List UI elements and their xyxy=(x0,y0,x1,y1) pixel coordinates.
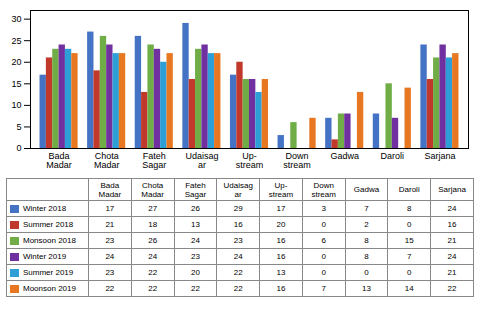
html-text:26: 26 xyxy=(191,204,200,213)
html-text:Fateh Sagar: Fateh Sagar xyxy=(184,180,207,199)
html-text:16: 16 xyxy=(276,284,286,293)
svg-text:15: 15 xyxy=(11,79,21,89)
html-text:0: 0 xyxy=(407,220,412,229)
html-text:Up- stream: Up- stream xyxy=(268,180,294,199)
svg-text:Sarjana: Sarjana xyxy=(424,151,455,161)
html-text:2: 2 xyxy=(364,220,369,229)
html-text:24: 24 xyxy=(191,236,200,245)
html-text:Udaisag ar: Udaisag ar xyxy=(223,180,253,199)
html-text:7: 7 xyxy=(321,284,326,293)
html-text:13: 13 xyxy=(191,220,200,229)
html-text:16: 16 xyxy=(276,252,286,261)
html-text:17: 17 xyxy=(276,204,286,213)
svg-text:Up-stream: Up-stream xyxy=(236,151,264,170)
svg-text:10: 10 xyxy=(11,100,21,110)
html-text:16: 16 xyxy=(233,220,243,229)
svg-text:Daroli: Daroli xyxy=(381,151,405,161)
html-text:Monsoon 2018: Monsoon 2018 xyxy=(23,236,76,245)
html-text:29: 29 xyxy=(233,204,243,213)
html-text:0: 0 xyxy=(321,252,326,261)
html-text:24: 24 xyxy=(447,252,457,261)
html-text:Chota Madar: Chota Madar xyxy=(141,180,164,199)
html-text:7: 7 xyxy=(407,252,412,261)
html-text:24: 24 xyxy=(105,252,115,261)
html-text:Winter 2019: Winter 2019 xyxy=(23,252,67,261)
html-text:21: 21 xyxy=(447,236,457,245)
html-text:0: 0 xyxy=(321,268,326,277)
html-text:Summer 2018: Summer 2018 xyxy=(23,220,74,229)
html-text:13: 13 xyxy=(276,268,286,277)
svg-text:25: 25 xyxy=(11,36,21,46)
html-text:26: 26 xyxy=(148,236,158,245)
svg-text:BadaMadar: BadaMadar xyxy=(46,151,72,170)
html-text:16: 16 xyxy=(447,220,457,229)
svg-text:0: 0 xyxy=(16,143,21,153)
html-text:8: 8 xyxy=(364,236,369,245)
html-text:27: 27 xyxy=(148,204,158,213)
html-text:Gadwa: Gadwa xyxy=(353,185,380,194)
svg-text:FatehSagar: FatehSagar xyxy=(142,151,166,170)
html-text:18: 18 xyxy=(148,220,158,229)
html-text:6: 6 xyxy=(321,236,326,245)
html-text:17: 17 xyxy=(105,204,115,213)
html-text:24: 24 xyxy=(148,252,158,261)
html-text:Summer 2019: Summer 2019 xyxy=(23,268,74,277)
html-text:8: 8 xyxy=(364,252,369,261)
html-text:24: 24 xyxy=(233,252,243,261)
html-text:21: 21 xyxy=(105,220,115,229)
html-text:21: 21 xyxy=(447,268,457,277)
html-text:Sarjana: Sarjana xyxy=(438,185,466,194)
html-text:22: 22 xyxy=(233,268,243,277)
svg-text:ChotaMadar: ChotaMadar xyxy=(94,151,120,170)
html-text:13: 13 xyxy=(362,284,371,293)
html-text:23: 23 xyxy=(105,268,115,277)
html-text:Winter 2018: Winter 2018 xyxy=(23,204,67,213)
html-text:22: 22 xyxy=(447,284,457,293)
svg-text:Gadwa: Gadwa xyxy=(330,151,359,161)
html-text:0: 0 xyxy=(364,268,369,277)
html-text:Daroli: Daroli xyxy=(398,185,420,194)
html-text:0: 0 xyxy=(321,220,326,229)
html-text:0: 0 xyxy=(407,268,412,277)
svg-text:20: 20 xyxy=(11,57,21,67)
html-text:22: 22 xyxy=(191,284,200,293)
html-text:Moonson 2019: Moonson 2019 xyxy=(23,284,76,293)
html-text:20: 20 xyxy=(276,220,286,229)
html-text:22: 22 xyxy=(233,284,243,293)
html-text:23: 23 xyxy=(105,236,115,245)
html-text:Bada Madar: Bada Madar xyxy=(98,180,122,199)
html-text:8: 8 xyxy=(407,204,412,213)
html-text:16: 16 xyxy=(276,236,286,245)
html-text:14: 14 xyxy=(404,284,414,293)
svg-text:Downstream: Downstream xyxy=(283,151,311,170)
svg-text:5: 5 xyxy=(16,122,21,132)
html-text:3: 3 xyxy=(321,204,326,213)
html-text:23: 23 xyxy=(233,236,243,245)
html-text:22: 22 xyxy=(148,284,158,293)
html-text:Down stream: Down stream xyxy=(311,180,336,199)
html-text:22: 22 xyxy=(148,268,158,277)
svg-text:30: 30 xyxy=(11,14,21,24)
html-text:7: 7 xyxy=(364,204,369,213)
html-text:15: 15 xyxy=(404,236,414,245)
html-text:23: 23 xyxy=(191,252,200,261)
html-text:22: 22 xyxy=(105,284,115,293)
html-text:20: 20 xyxy=(191,268,200,277)
html-text:24: 24 xyxy=(447,204,457,213)
svg-text:Udaisagar: Udaisagar xyxy=(185,151,218,170)
